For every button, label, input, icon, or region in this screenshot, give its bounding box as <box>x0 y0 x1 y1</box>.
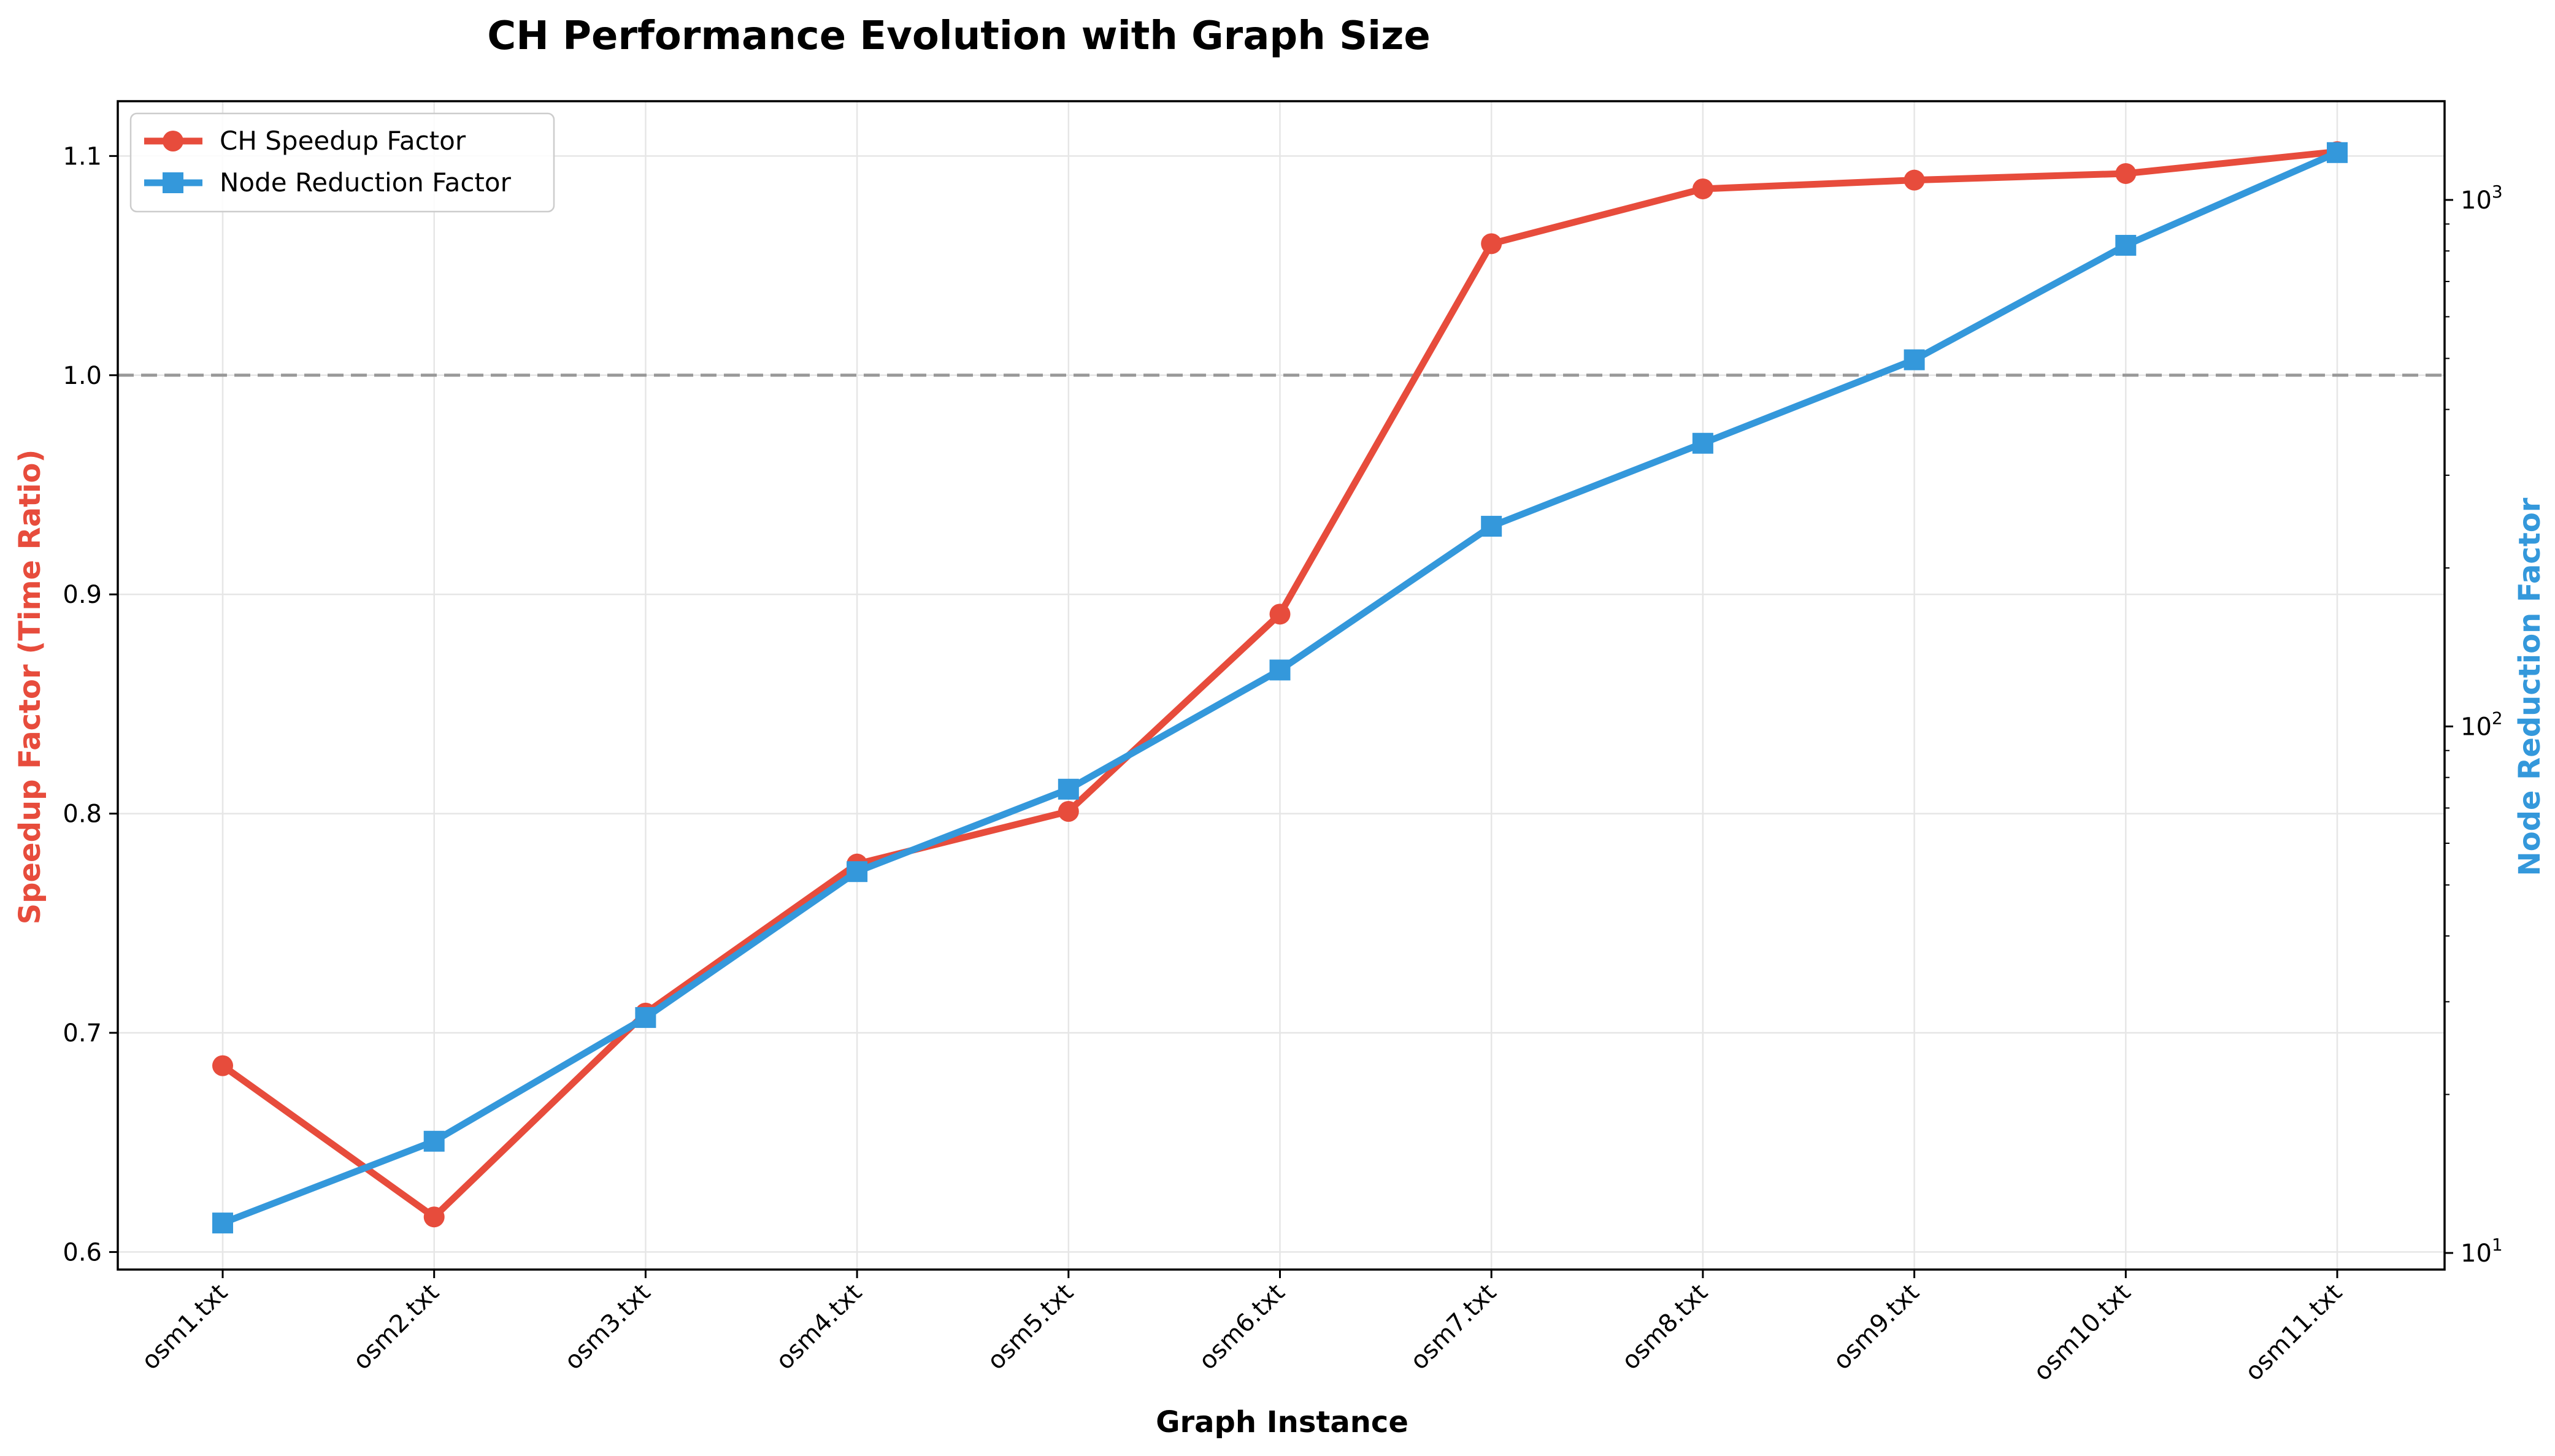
legend-label: Node Reduction Factor <box>220 167 512 197</box>
series-point-square <box>1269 659 1291 681</box>
series-point-square <box>423 1130 445 1152</box>
legend-marker-circle <box>163 131 183 151</box>
series-group <box>212 141 2348 1234</box>
plot-frame <box>117 100 2446 1271</box>
legend-box <box>129 112 555 213</box>
axes-group: 0.6 0.7 0.8 0.9 1.0 1.1 101 102 103 osm1.txt osm2.… <box>63 100 2503 1387</box>
series-point-circle <box>1692 178 1713 199</box>
series-point-square <box>2327 142 2348 163</box>
series-point-square <box>1904 349 1925 370</box>
x-tick-label: osm5.txt <box>982 1279 1079 1376</box>
series-point-square <box>1692 432 1713 454</box>
legend-entry: Node Reduction Factor <box>144 167 512 197</box>
x-tick-label: osm6.txt <box>1194 1279 1291 1376</box>
series-point-circle <box>1269 603 1291 625</box>
y-axis-right-title: Node Reduction Factor <box>2513 497 2547 876</box>
y-left-tick-label: 0.8 <box>63 800 102 829</box>
legend-marker-square <box>163 172 183 193</box>
y-left-tick-label: 0.7 <box>63 1019 102 1048</box>
x-tick-label: osm9.txt <box>1828 1279 1925 1376</box>
legend-entry: CH Speedup Factor <box>144 126 466 156</box>
x-axis-title: Graph Instance <box>1156 1405 1408 1439</box>
series-point-circle <box>1058 801 1079 822</box>
series-point-square <box>1058 778 1079 800</box>
series-point-circle <box>1481 233 1502 255</box>
series-2 <box>212 142 2348 1234</box>
x-tick-label: osm2.txt <box>348 1279 445 1376</box>
legend-label: CH Speedup Factor <box>220 126 466 156</box>
series-point-circle <box>2115 163 2137 184</box>
series-point-square <box>847 861 868 883</box>
x-tick-label: osm7.txt <box>1405 1279 1502 1376</box>
x-tick-label: osm4.txt <box>770 1279 867 1376</box>
series-point-square <box>212 1213 233 1234</box>
x-tick-label: osm11.txt <box>2240 1279 2348 1387</box>
y-left-tick-label: 0.6 <box>63 1238 102 1266</box>
y-right-tick-label: 101 <box>2461 1235 2503 1268</box>
x-tick-label: osm1.txt <box>136 1279 233 1376</box>
legend: CH Speedup Factor Node Reduction Factor <box>129 112 555 213</box>
series-point-circle <box>212 1055 233 1076</box>
y-left-tick-label: 0.9 <box>63 581 102 609</box>
series-point-circle <box>1904 169 1925 191</box>
series-point-circle <box>423 1206 445 1228</box>
x-tick-label: osm8.txt <box>1616 1279 1713 1376</box>
y-left-tick-label: 1.0 <box>63 362 102 390</box>
x-tick-label: osm3.txt <box>559 1279 656 1376</box>
series-point-square <box>2115 234 2137 256</box>
chart-title: CH Performance Evolution with Graph Size <box>487 13 1431 59</box>
grid-lines <box>118 101 2445 1270</box>
series-point-square <box>1481 516 1502 537</box>
x-tick-label: osm10.txt <box>2028 1279 2136 1387</box>
y-right-tick-label: 103 <box>2461 182 2503 215</box>
y-left-tick-label: 1.1 <box>63 142 102 171</box>
y-right-tick-label: 102 <box>2461 708 2503 741</box>
series-point-square <box>635 1007 656 1029</box>
y-axis-left-title: Speedup Factor (Time Ratio) <box>13 450 47 925</box>
